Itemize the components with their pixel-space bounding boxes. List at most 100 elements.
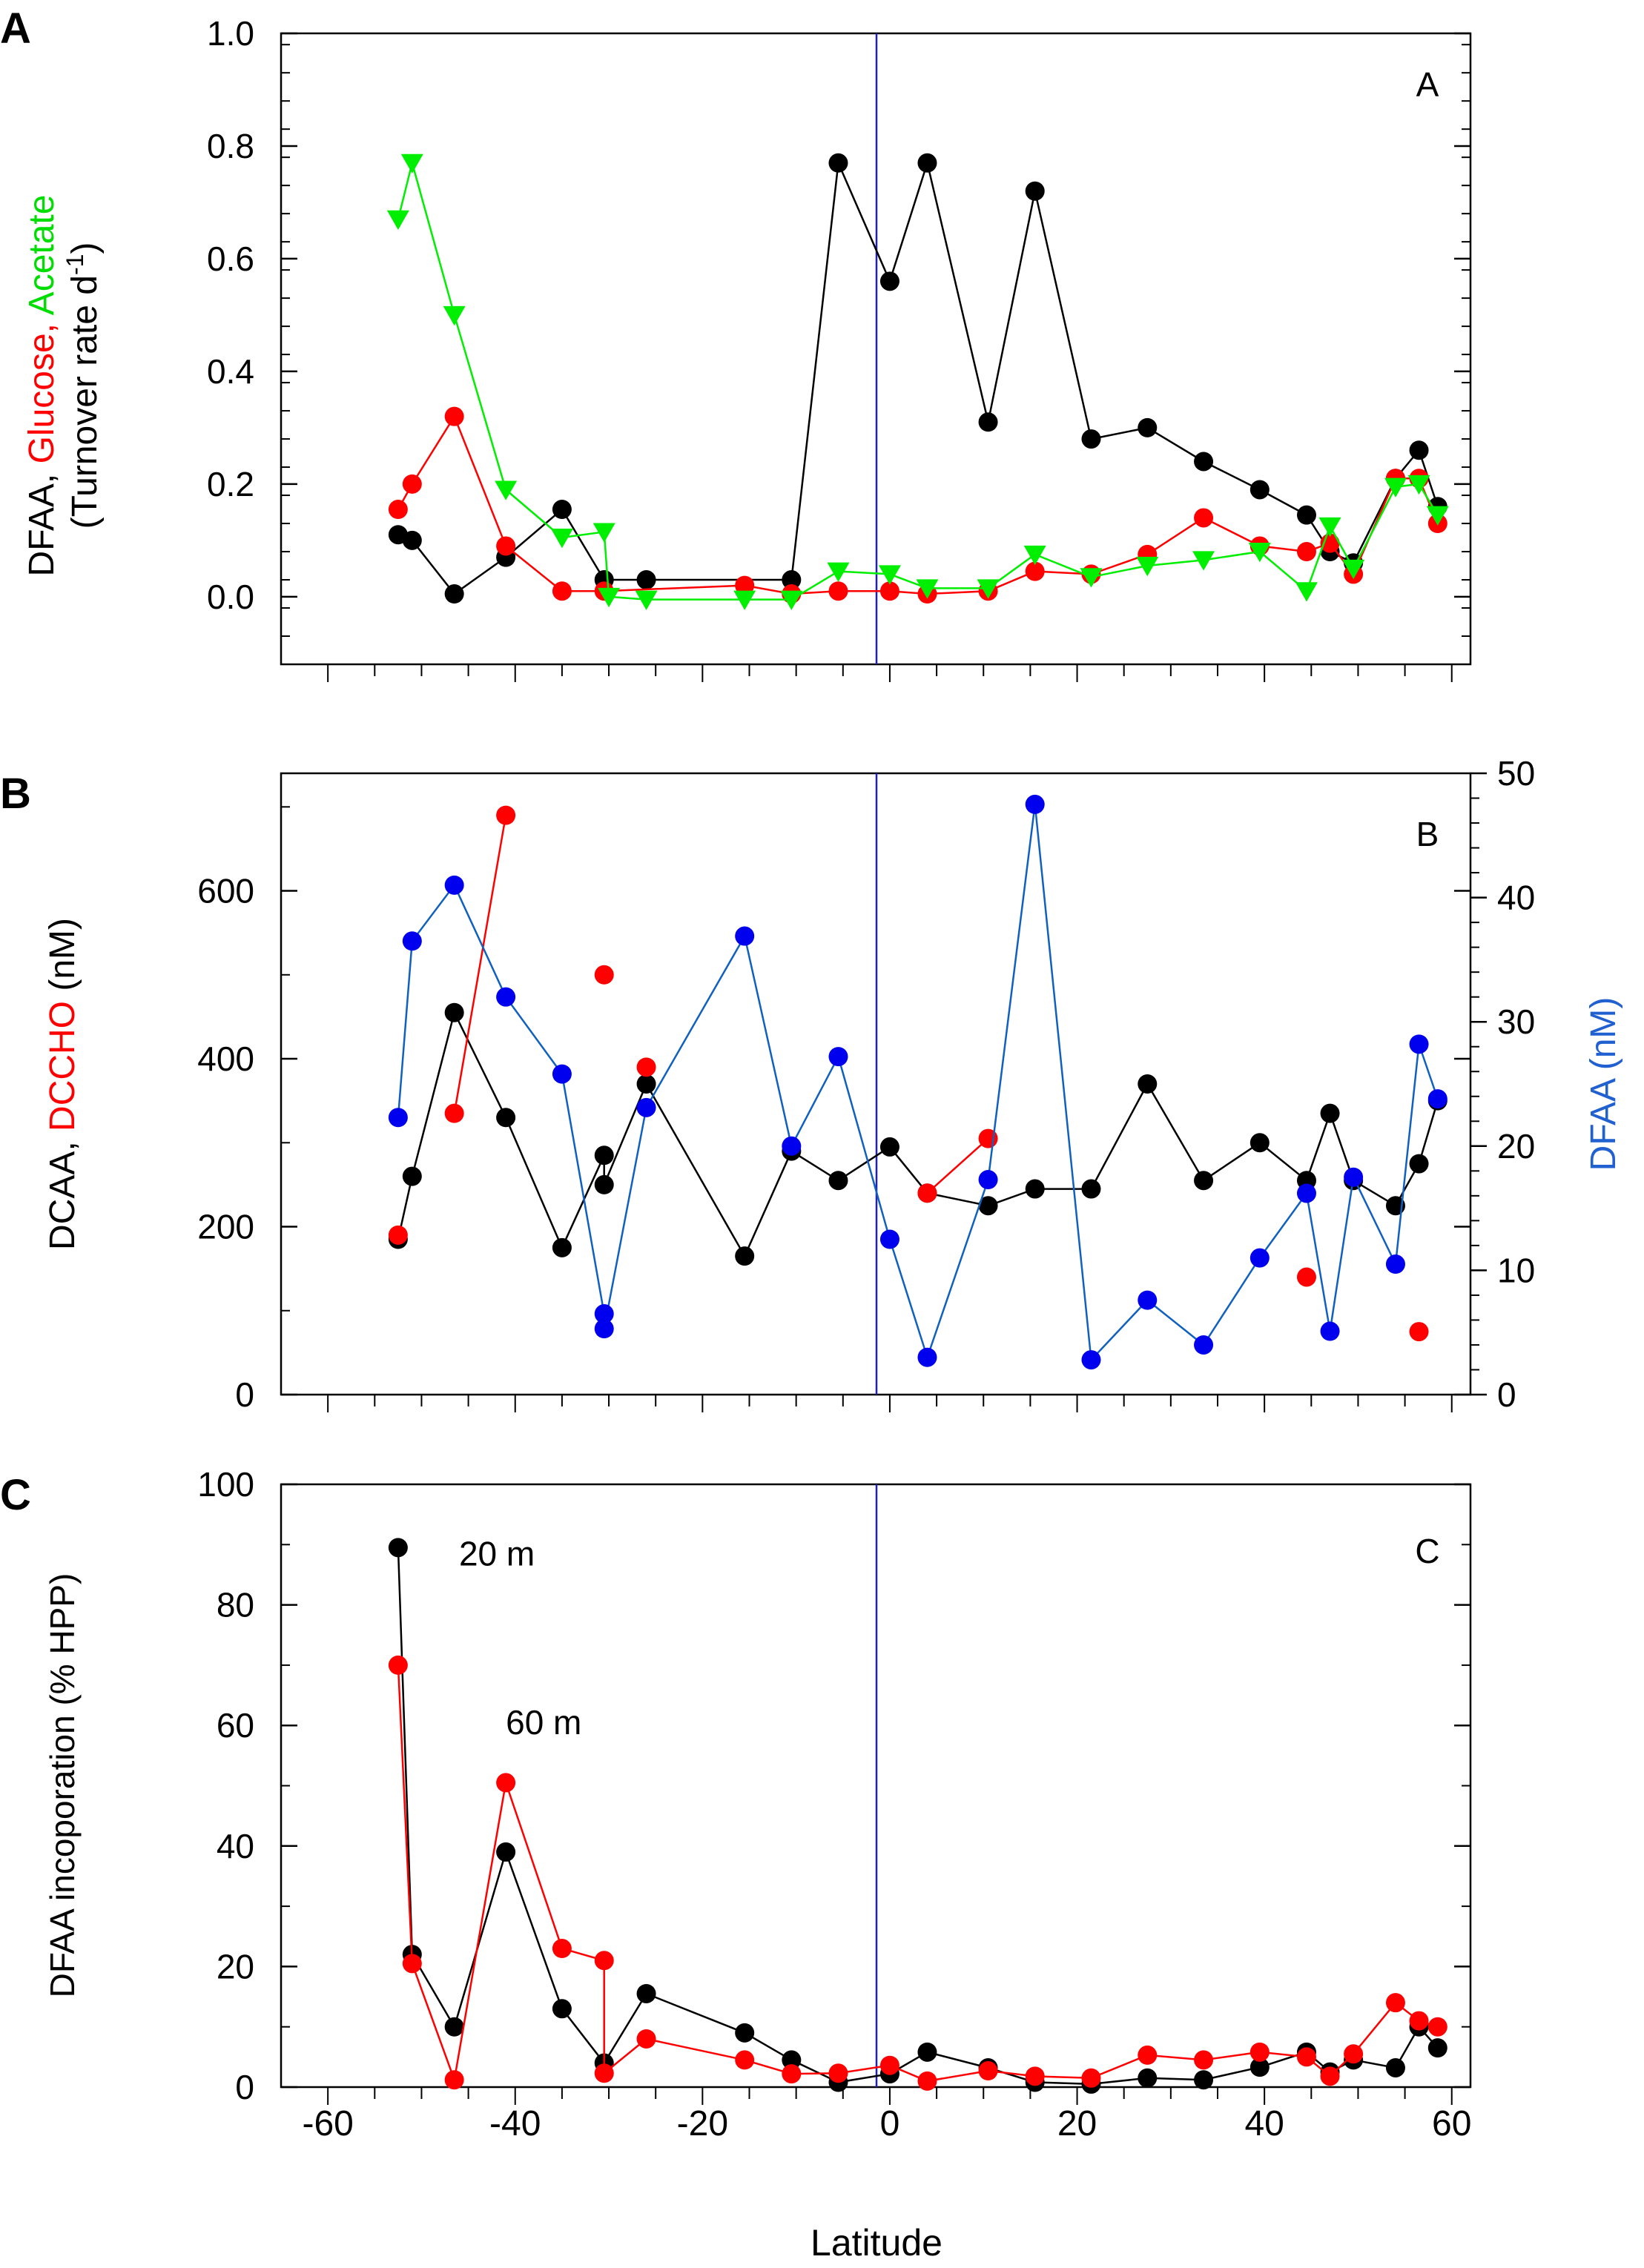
data-point-dfaa	[978, 1170, 998, 1190]
panel-c-annotations: 20 m 60 m	[459, 1534, 581, 1742]
data-point-60-m	[1344, 2044, 1364, 2064]
data-point-acetate	[1136, 557, 1159, 577]
data-point-20-m	[1249, 2057, 1270, 2077]
panel-a-y-ticks: 0.0 0.2 0.4 0.6 0.8 1.0	[207, 14, 1470, 665]
data-point-dfaa	[828, 1047, 848, 1067]
data-point-dccho	[594, 965, 614, 985]
data-point-60-m	[1249, 2042, 1270, 2062]
y-label-dfaa-incorporation: DFAA incoporation (% HPP)	[43, 1573, 82, 1998]
data-point-60-m	[1427, 2017, 1447, 2037]
data-point-dcaa	[444, 1002, 464, 1022]
data-point-dcaa	[879, 1137, 899, 1157]
data-point-60-m	[1385, 1993, 1405, 2013]
x-tick-label: -60	[302, 2104, 353, 2143]
data-point-20-m	[917, 2042, 937, 2062]
panel-a-y-axis-label: DFAA, Glucose, Acetate (Turnover rate d-…	[22, 195, 105, 577]
x-axis-title: Latitude	[811, 2222, 943, 2264]
panel-a: A A DFAA, Glucose, Acetate (Turnover rat…	[0, 4, 1472, 682]
panel-c: C C DFAA incoporation (% HPP) 0 20 40 60 80 1…	[0, 1465, 1472, 2106]
panel-a-tag: A	[1416, 65, 1439, 104]
panel-c-y-axis-label: DFAA incoporation (% HPP)	[43, 1573, 82, 1998]
y-label-nm: (nM)	[43, 918, 82, 1001]
data-point-dcaa	[1409, 1154, 1429, 1174]
data-point-glucose	[1296, 542, 1316, 562]
data-point-dfaa	[917, 1347, 937, 1367]
y-tick-label: 60	[217, 1706, 254, 1745]
data-point-glucose	[1194, 508, 1214, 528]
data-point-dcaa	[735, 1246, 755, 1266]
y2-tick-label: 10	[1497, 1251, 1535, 1289]
y-tick-label: 80	[217, 1586, 254, 1624]
data-point-20-m	[1194, 2070, 1214, 2090]
data-point-dcaa	[552, 1237, 572, 1257]
data-point-acetate	[495, 480, 518, 500]
y-tick-label: 0.8	[207, 127, 254, 165]
data-point-dfaa	[978, 412, 998, 432]
data-point-acetate	[1384, 477, 1407, 497]
data-point-60-m	[782, 2064, 802, 2084]
y2-label-dfaa: DFAA (nM)	[1584, 997, 1623, 1171]
data-point-acetate	[916, 579, 939, 599]
data-point-60-m	[1138, 2045, 1158, 2065]
data-point-glucose	[388, 500, 408, 520]
panel-a-x-ticks	[327, 664, 1453, 682]
data-point-dfaa	[1138, 1290, 1158, 1310]
data-point-dcaa	[496, 1108, 516, 1128]
data-point-dfaa	[1296, 505, 1316, 525]
y-label-superscript: -1	[62, 254, 88, 275]
data-point-acetate	[400, 153, 423, 174]
data-point-acetate	[386, 210, 409, 230]
data-point-glucose	[552, 581, 572, 601]
data-point-acetate	[592, 523, 615, 543]
data-point-dfaa	[1249, 480, 1270, 500]
data-point-dcaa	[1138, 1074, 1158, 1094]
data-point-dccho	[444, 1103, 464, 1123]
data-point-60-m	[1194, 2050, 1214, 2070]
data-point-dcaa	[1081, 1179, 1101, 1199]
y2-tick-label: 20	[1497, 1127, 1535, 1166]
data-point-acetate	[827, 562, 850, 582]
data-point-acetate	[1080, 568, 1103, 588]
y-label-dccho: DCCHO	[43, 1001, 82, 1131]
data-point-dfaa	[1138, 417, 1158, 437]
x-tick-label: -40	[489, 2104, 541, 2143]
data-point-acetate	[1318, 517, 1341, 538]
y2-tick-label: 50	[1497, 754, 1535, 793]
data-point-20-m	[552, 1999, 572, 2019]
y-tick-label: 40	[217, 1827, 254, 1865]
panel-b-letter: B	[0, 770, 31, 818]
data-point-dccho	[388, 1225, 408, 1245]
data-point-dfaa	[917, 153, 937, 173]
data-point-dfaa	[1296, 1183, 1316, 1203]
data-point-dcaa	[594, 1145, 614, 1166]
data-point-60-m	[1025, 2066, 1045, 2086]
y-tick-label: 1.0	[207, 14, 254, 53]
data-point-60-m	[402, 1954, 422, 1974]
data-point-60-m	[828, 2063, 848, 2083]
data-point-glucose	[402, 474, 422, 494]
data-point-60-m	[1296, 2047, 1316, 2067]
data-point-dfaa	[388, 1108, 408, 1128]
y2-tick-label: 40	[1497, 879, 1535, 917]
data-point-acetate	[598, 587, 621, 608]
y-label-close-paren: )	[65, 242, 105, 254]
panel-b-tag: B	[1416, 815, 1439, 853]
data-point-glucose	[496, 536, 516, 556]
data-point-dfaa	[1081, 429, 1101, 449]
panel-b-series	[388, 794, 1447, 1370]
data-point-60-m	[735, 2050, 755, 2070]
y-tick-label: 600	[197, 872, 254, 910]
data-point-dfaa	[1427, 1089, 1447, 1109]
data-point-dfaa	[1409, 1034, 1429, 1054]
data-point-dfaa	[1344, 1167, 1364, 1187]
data-point-dfaa	[636, 570, 656, 590]
data-point-20-m	[388, 1538, 408, 1558]
x-tick-label: 0	[880, 2104, 900, 2143]
data-point-dfaa	[1320, 1321, 1340, 1341]
data-point-20-m	[1427, 2038, 1447, 2058]
series-line-dfaa	[397, 804, 1439, 1362]
data-point-acetate	[878, 565, 901, 585]
data-point-acetate	[1407, 475, 1430, 495]
y-tick-label: 0	[235, 1375, 254, 1414]
panel-b-x-ticks	[327, 1395, 1453, 1412]
